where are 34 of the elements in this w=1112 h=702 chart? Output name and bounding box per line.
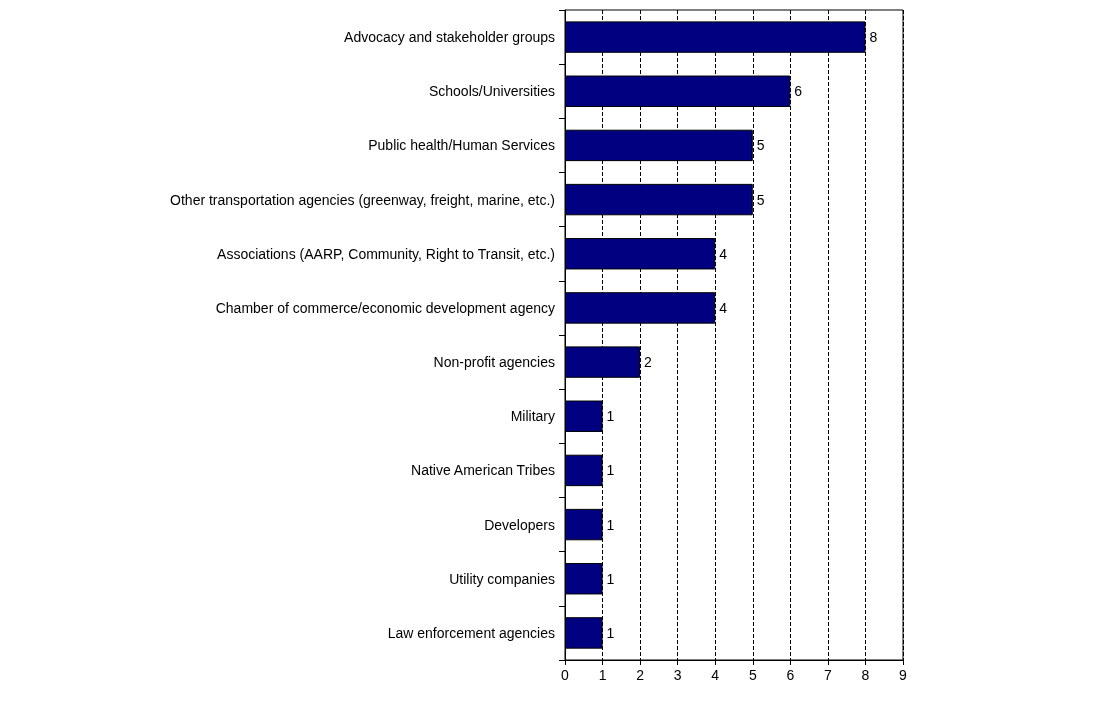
y-tick-label: Associations (AARP, Community, Right to Transit, etc.): [217, 245, 555, 262]
y-tick-label: Native American Tribes: [411, 462, 555, 479]
y-tick-label: Utility companies: [449, 570, 555, 587]
data-label: 1: [606, 462, 615, 479]
y-tick-label: Law enforcement agencies: [387, 624, 555, 641]
x-tick-label: 1: [598, 667, 607, 683]
data-label: 1: [606, 570, 615, 587]
x-tick-label: 3: [673, 667, 682, 683]
data-label: 5: [756, 137, 765, 154]
y-tick-label: Chamber of commerce/economic development agency: [215, 299, 555, 316]
y-tick-label: Other transportation agencies (greenway, freight, marine, etc.): [170, 191, 555, 208]
y-tick-label: Schools/Universities: [428, 83, 555, 100]
data-label: 4: [719, 245, 728, 262]
x-tick-label: 7: [823, 667, 832, 683]
x-tick-label: 9: [899, 667, 908, 683]
y-tick-label: Public health/Human Services: [368, 137, 555, 154]
x-tick-label: 8: [861, 667, 870, 683]
data-label: 6: [794, 83, 803, 100]
data-label: 1: [606, 408, 615, 425]
data-label: 2: [644, 354, 653, 371]
data-label: 4: [719, 299, 728, 316]
data-label: 8: [869, 29, 878, 46]
y-tick-label: Military: [510, 408, 555, 425]
x-tick-label: 2: [636, 667, 645, 683]
y-tick-label: Developers: [484, 516, 555, 533]
y-tick-label: Advocacy and stakeholder groups: [344, 29, 555, 46]
x-tick-label: 0: [561, 667, 570, 683]
data-label: 5: [756, 191, 765, 208]
x-tick-label: 5: [748, 667, 757, 683]
y-tick-label: Non-profit agencies: [433, 354, 555, 371]
x-tick-label: 4: [711, 667, 720, 683]
data-label: 1: [606, 516, 615, 533]
x-tick-label: 6: [786, 667, 795, 683]
data-label: 1: [606, 624, 615, 641]
